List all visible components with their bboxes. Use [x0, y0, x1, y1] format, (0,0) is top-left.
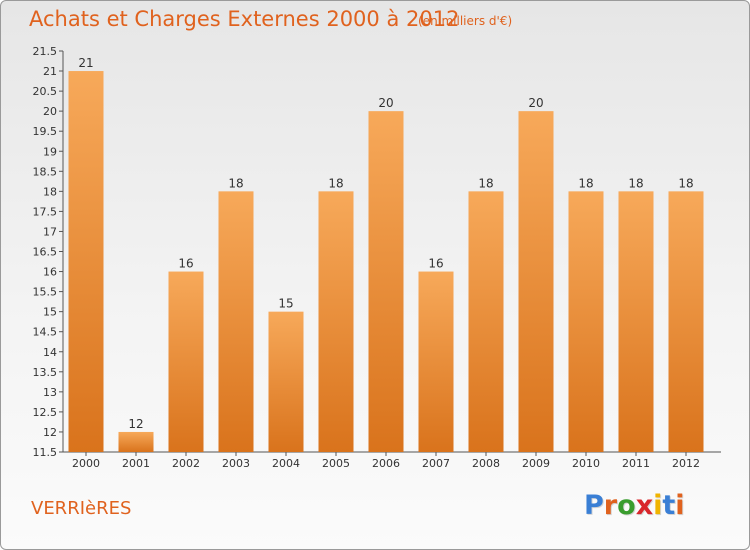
y-tick-label: 14 [43, 346, 57, 359]
x-tick-label: 2007 [422, 457, 450, 470]
logo-letter: r [603, 490, 618, 521]
commune-name: VERRIèRES [31, 498, 132, 519]
y-tick-label: 13.5 [33, 366, 58, 379]
y-tick-label: 15.5 [33, 286, 58, 299]
bar-2002 [168, 271, 204, 452]
logo-letter: P [584, 490, 604, 521]
bar-value-label: 18 [678, 176, 693, 190]
x-tick-label: 2003 [222, 457, 250, 470]
logo-letter: x [635, 490, 654, 521]
x-tick-label: 2012 [672, 457, 700, 470]
bar-2007 [418, 271, 454, 452]
y-tick-label: 14.5 [33, 326, 58, 339]
bar-value-label: 16 [428, 257, 443, 271]
bar-2010 [568, 191, 604, 452]
bar-2003 [218, 191, 254, 452]
y-tick-label: 18.5 [33, 165, 58, 178]
y-tick-label: 21.5 [33, 45, 58, 58]
logo-letter: o [617, 490, 636, 521]
bar-value-label: 20 [528, 96, 543, 110]
bar-2012 [668, 191, 704, 452]
chart-subtitle: (en milliers d'€) [418, 14, 513, 28]
bar-value-label: 18 [478, 176, 493, 190]
y-tick-label: 20.5 [33, 85, 58, 98]
y-tick-label: 19.5 [33, 125, 58, 138]
y-tick-label: 12.5 [33, 406, 58, 419]
x-tick-label: 2002 [172, 457, 200, 470]
bar-2009 [518, 111, 554, 453]
bar-2011 [618, 191, 654, 452]
bar-value-label: 18 [228, 176, 243, 190]
bar-2005 [318, 191, 354, 452]
bar-value-label: 18 [578, 176, 593, 190]
logo-letter: t [662, 490, 676, 521]
proxiti-logo: Proxiti [584, 490, 685, 521]
bar-value-label: 16 [178, 257, 193, 271]
x-tick-label: 2008 [472, 457, 500, 470]
bar-2008 [468, 191, 504, 452]
x-tick-label: 2000 [72, 457, 100, 470]
x-tick-label: 2006 [372, 457, 400, 470]
bar-value-label: 12 [128, 417, 143, 431]
y-tick-label: 15 [43, 306, 57, 319]
y-tick-label: 21 [43, 65, 57, 78]
bar-value-label: 21 [78, 56, 93, 70]
x-tick-label: 2009 [522, 457, 550, 470]
logo-letter: i [675, 490, 685, 521]
bar-value-label: 20 [378, 96, 393, 110]
bar-2006 [368, 111, 404, 453]
y-tick-label: 18 [43, 185, 57, 198]
x-tick-label: 2004 [272, 457, 300, 470]
y-tick-label: 19 [43, 145, 57, 158]
bar-2000 [68, 71, 104, 453]
x-tick-label: 2011 [622, 457, 650, 470]
y-tick-label: 17.5 [33, 205, 58, 218]
y-tick-label: 16.5 [33, 246, 58, 259]
y-tick-label: 13 [43, 386, 57, 399]
bar-2004 [268, 311, 304, 452]
y-tick-label: 16 [43, 266, 57, 279]
x-tick-label: 2010 [572, 457, 600, 470]
y-tick-label: 12 [43, 426, 57, 439]
x-tick-label: 2005 [322, 457, 350, 470]
bar-value-label: 18 [328, 176, 343, 190]
chart-title: Achats et Charges Externes 2000 à 2012 [29, 7, 460, 31]
y-tick-label: 17 [43, 225, 57, 238]
x-tick-label: 2001 [122, 457, 150, 470]
y-tick-label: 20 [43, 105, 57, 118]
logo-letter: i [653, 490, 663, 521]
bar-value-label: 15 [278, 297, 293, 311]
y-tick-label: 11.5 [33, 446, 58, 459]
bar-value-label: 18 [628, 176, 643, 190]
bar-2001 [118, 431, 154, 452]
